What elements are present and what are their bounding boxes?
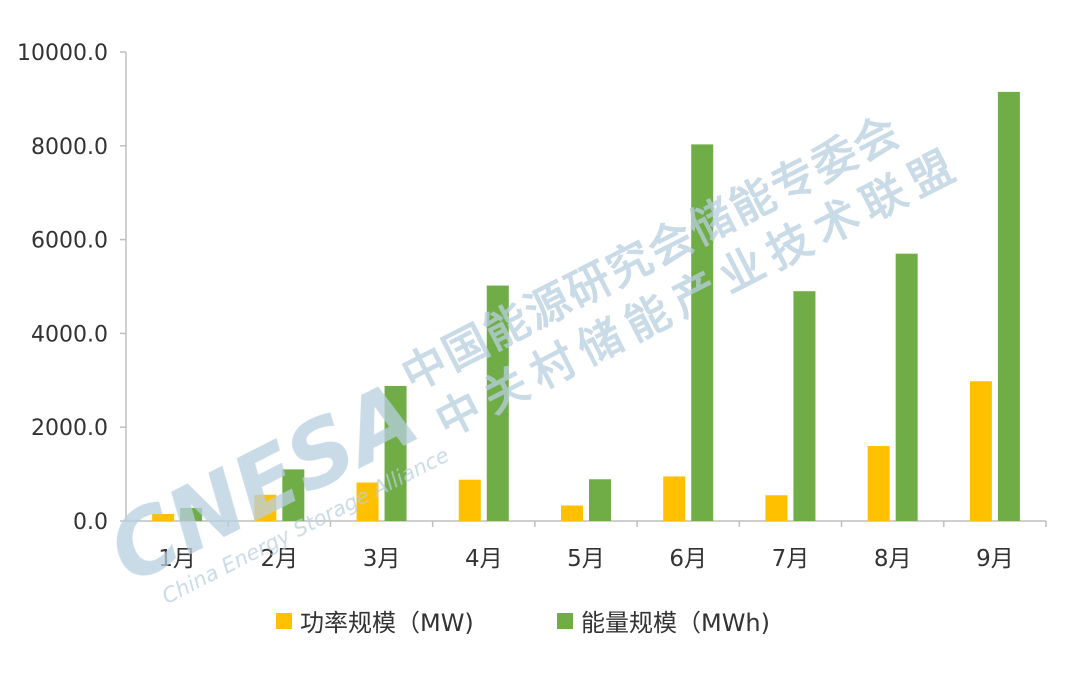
x-tick-label: 3月 xyxy=(363,546,401,572)
bars xyxy=(152,91,1020,522)
y-tick-label: 4000.0 xyxy=(31,322,108,347)
y-tick-label: 6000.0 xyxy=(31,229,108,254)
bar-energy xyxy=(997,91,1020,522)
bar-power xyxy=(254,494,277,521)
x-tick-label: 6月 xyxy=(669,546,707,572)
y-tick-label: 0.0 xyxy=(73,510,108,535)
bar-energy xyxy=(793,291,816,521)
bar-energy xyxy=(384,385,407,521)
y-tick-label: 2000.0 xyxy=(31,416,108,441)
y-tick-label: 8000.0 xyxy=(31,135,108,160)
legend-label-power: 功率规模（MW) xyxy=(300,609,474,637)
bar-power xyxy=(867,445,890,521)
bar-power xyxy=(561,505,583,521)
bar-power xyxy=(152,513,175,521)
bar-energy xyxy=(691,144,714,521)
bar-energy xyxy=(180,507,203,521)
bar-power xyxy=(765,495,788,521)
bar-energy xyxy=(895,253,918,522)
bar-energy xyxy=(486,285,509,521)
bar-power xyxy=(458,479,481,521)
bar-energy xyxy=(282,469,305,521)
bar-power xyxy=(969,381,992,521)
bar-energy xyxy=(589,479,611,521)
x-tick-label: 1月 xyxy=(158,546,196,572)
cnesa-watermark: CNESA China Energy Storage Alliance 中国能源… xyxy=(93,106,971,609)
x-tick-label: 5月 xyxy=(567,546,605,572)
x-tick-label: 7月 xyxy=(772,546,810,572)
x-tick-label: 2月 xyxy=(261,546,299,572)
x-axis-labels: 1月 2月 3月 4月 5月 6月 7月 8月 9月 xyxy=(158,521,1047,572)
y-tick-label: 10000.0 xyxy=(17,41,108,66)
axes: 0.0 2000.0 4000.0 6000.0 8000.0 10000.0 1月 2月 3… xyxy=(17,41,1047,572)
bar-power xyxy=(356,482,379,521)
x-tick-label: 9月 xyxy=(976,546,1014,572)
legend: 功率规模（MW) 能量规模（MWh) xyxy=(276,609,770,637)
legend-key-energy xyxy=(557,613,573,629)
x-tick-label: 8月 xyxy=(874,546,912,572)
x-tick-label: 4月 xyxy=(465,546,503,572)
bar-power xyxy=(663,476,686,521)
legend-key-power xyxy=(276,613,292,629)
y-axis-ticks: 0.0 2000.0 4000.0 6000.0 8000.0 10000.0 xyxy=(17,41,126,535)
legend-label-energy: 能量规模（MWh) xyxy=(581,609,770,637)
